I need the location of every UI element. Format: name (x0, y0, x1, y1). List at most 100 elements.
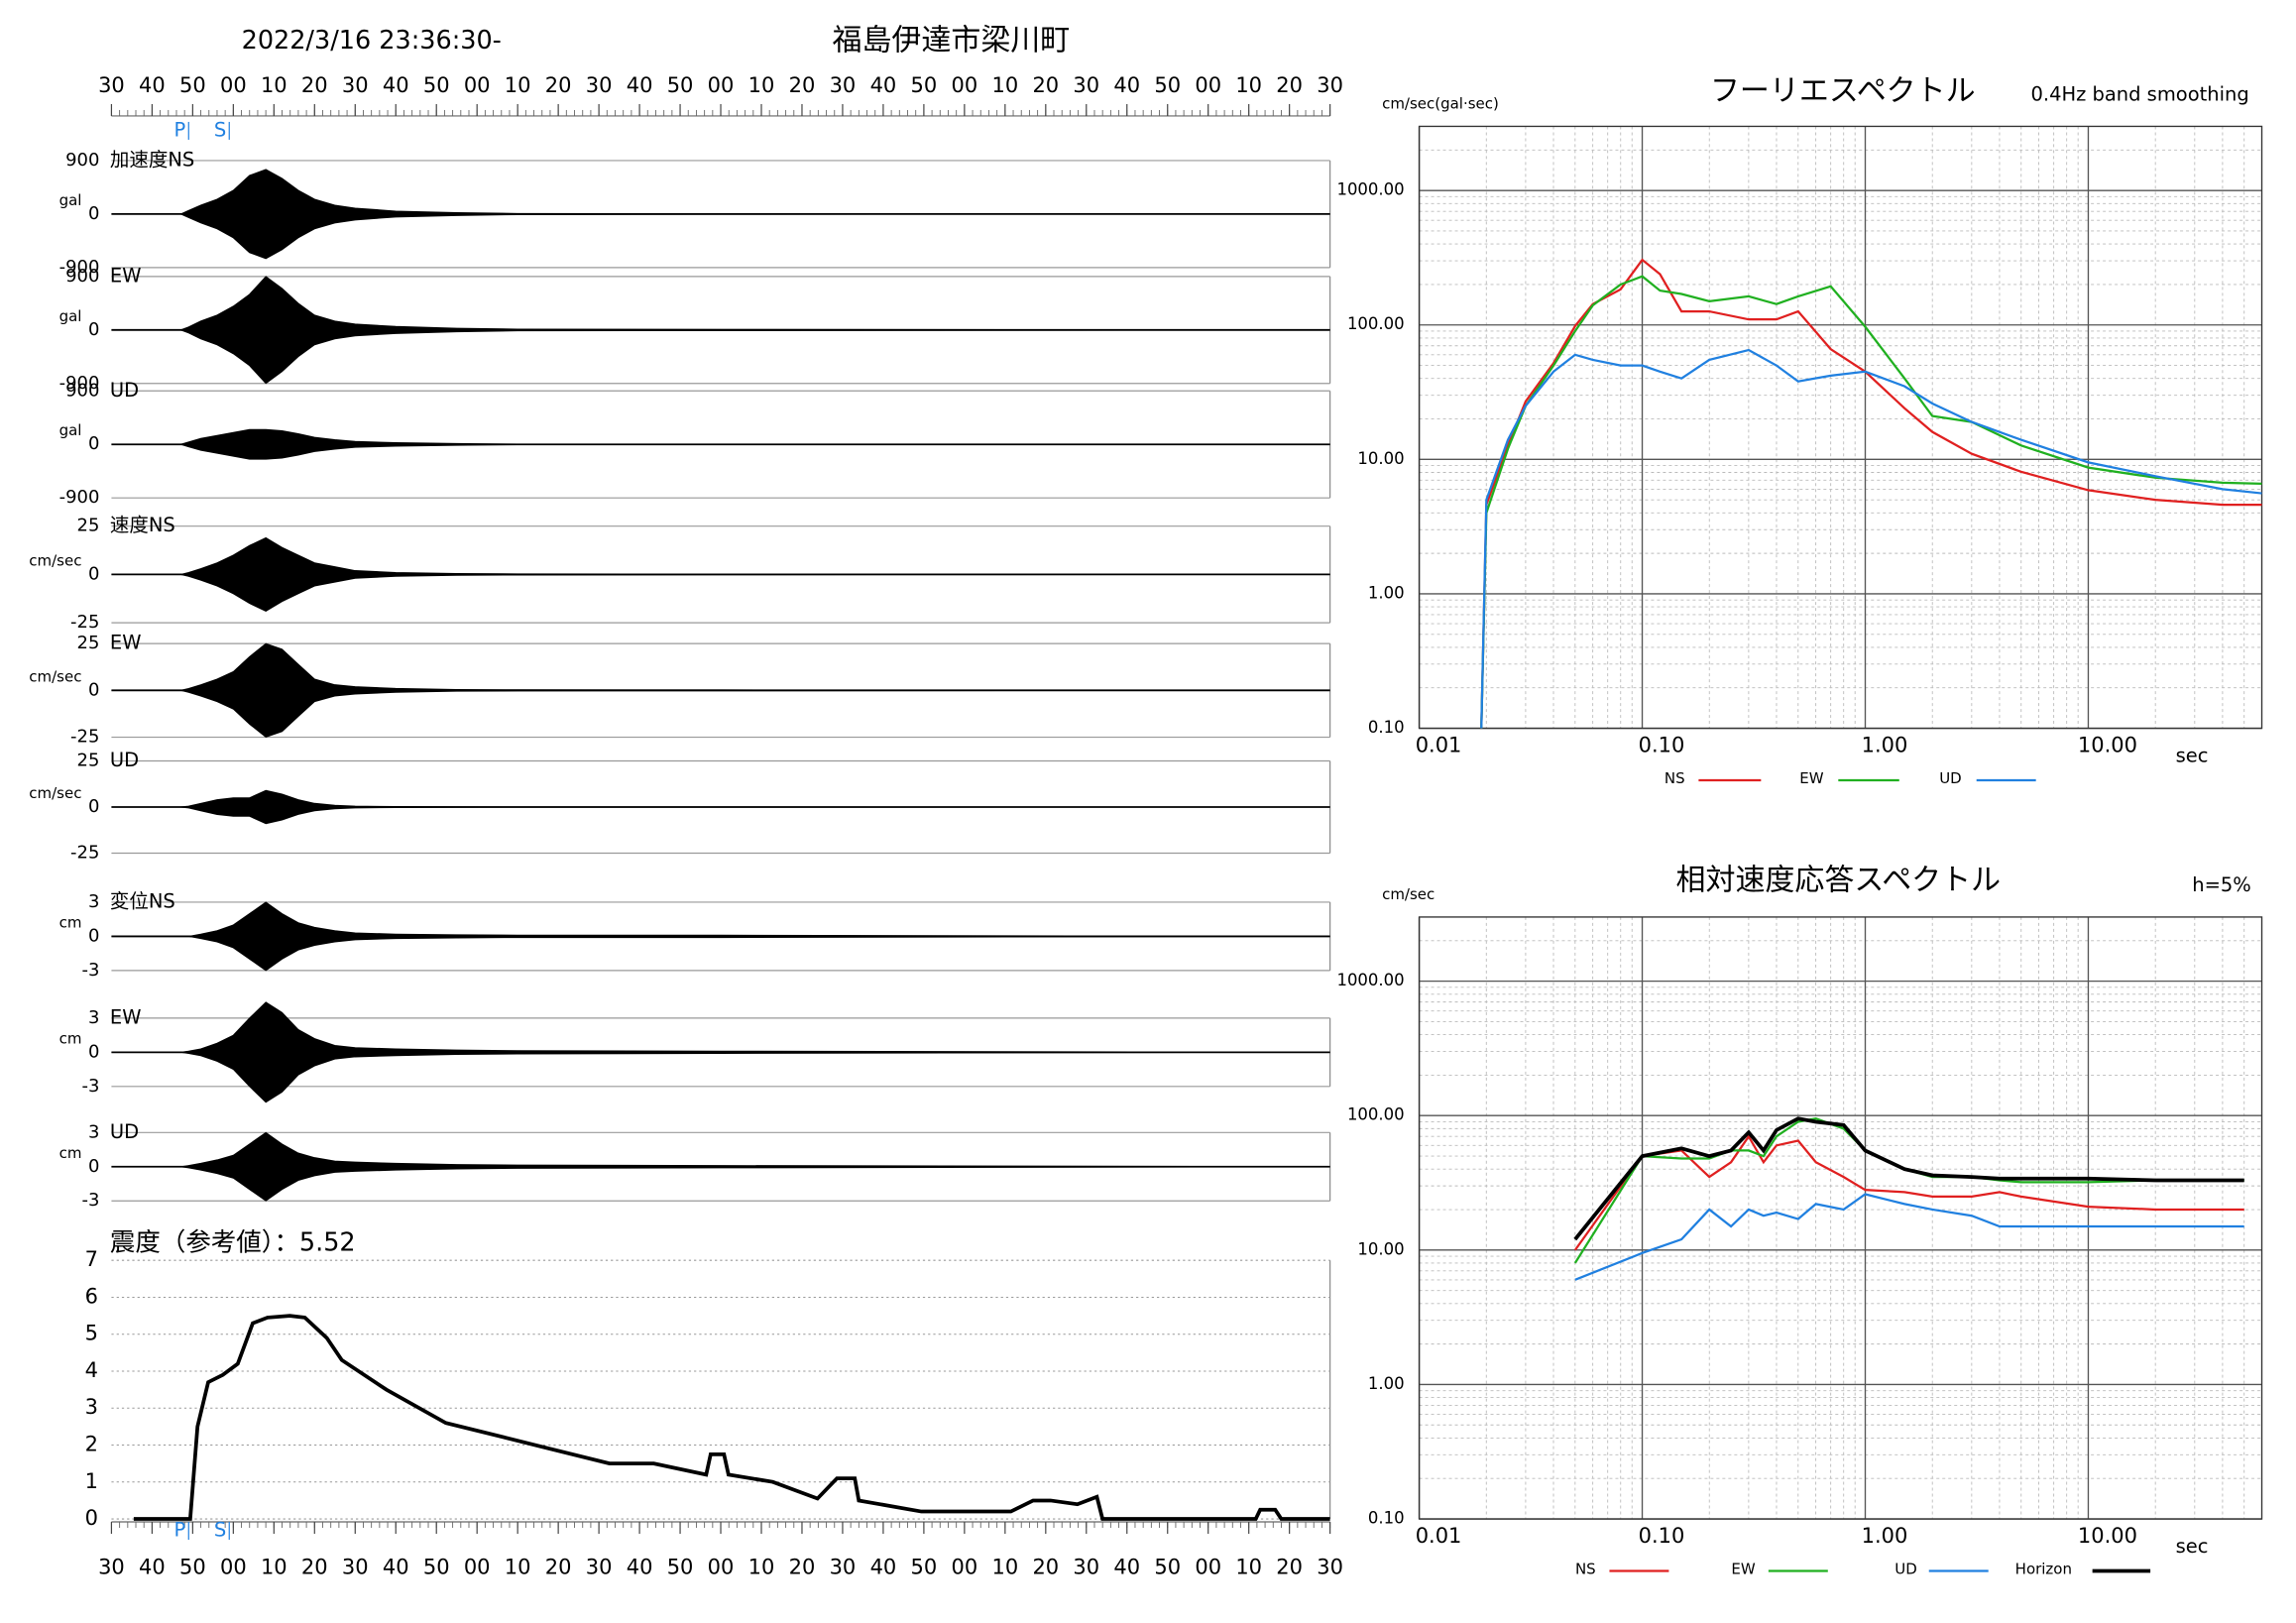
waveform (111, 428, 1330, 460)
panel-label: 加速度NS (110, 148, 194, 171)
x-tick-label: 50 (911, 1556, 938, 1579)
x-tick-label: 0.10 (1639, 734, 1685, 757)
legend-label: EW (1731, 1561, 1755, 1578)
legend-label: EW (1799, 769, 1823, 787)
x-tick-label: 0.10 (1639, 1524, 1685, 1548)
x-tick-label: 30 (1317, 1556, 1343, 1579)
x-tick-label: 50 (423, 73, 450, 97)
spectrum-title: フーリエスペクトル (1710, 73, 1976, 108)
x-tick-label: 40 (383, 1556, 409, 1579)
y-tick-label: -900 (59, 487, 100, 508)
x-tick-label: 20 (789, 73, 816, 97)
y-tick-label: 1000.00 (1336, 180, 1404, 199)
y-tick-label: 6 (85, 1284, 98, 1308)
legend-label: NS (1575, 1561, 1596, 1578)
x-tick-label: 00 (220, 73, 247, 97)
unit-label: cm (59, 913, 82, 931)
x-tick-label: 20 (545, 73, 572, 97)
x-tick-label: 30 (830, 1556, 857, 1579)
unit-label: cm/sec (29, 784, 81, 802)
x-tick-label: 30 (586, 1556, 613, 1579)
waveform (111, 536, 1330, 612)
x-tick-label: 1.00 (1862, 1524, 1908, 1548)
x-tick-label: 10 (505, 1556, 531, 1579)
y-tick-label: 0 (88, 563, 99, 584)
x-tick-label: 50 (667, 73, 694, 97)
y-tick-label: 3 (88, 1007, 99, 1028)
y-tick-label: 1000.00 (1336, 971, 1404, 989)
intensity-title: 震度（参考値）：5.52 (110, 1228, 356, 1258)
y-tick-label: 1.00 (1368, 1374, 1405, 1393)
x-tick-label: 00 (1195, 73, 1221, 97)
x-tick-label: 30 (830, 73, 857, 97)
x-tick-label: 30 (1073, 1556, 1099, 1579)
y-tick-label: 0.10 (1368, 1509, 1405, 1528)
y-tick-label: 100.00 (1347, 1105, 1405, 1124)
y-tick-label: -3 (82, 960, 100, 981)
y-tick-label: 0 (88, 433, 99, 454)
y-tick-label: -3 (82, 1076, 100, 1097)
y-tick-label: 0 (88, 796, 99, 817)
waveform (111, 1001, 1330, 1103)
plot-frame (1418, 916, 2263, 1520)
x-tick-label: 10.00 (2078, 734, 2137, 757)
waveform (111, 276, 1330, 385)
panel-label: UD (110, 749, 139, 771)
legend-label: Horizon (2015, 1561, 2072, 1578)
x-tick-label: 1.00 (1862, 734, 1908, 757)
x-tick-label: 40 (627, 1556, 653, 1579)
y-tick-label: 25 (77, 751, 100, 771)
y-tick-label: 7 (85, 1247, 98, 1271)
panel-label: EW (110, 1005, 142, 1028)
panel-label: 速度NS (110, 514, 175, 536)
x-tick-label: 10 (991, 73, 1018, 97)
y-tick-label: 3 (88, 1121, 99, 1142)
spectrum-line (1574, 1193, 2244, 1281)
x-tick-label: 50 (1154, 1556, 1181, 1579)
panel-label: UD (110, 379, 139, 402)
x-tick-label: 20 (301, 73, 328, 97)
x-tick-label: 20 (1276, 73, 1303, 97)
x-tick-label: 0.01 (1416, 1524, 1462, 1548)
intensity-line (133, 1314, 1330, 1521)
panel-label: UD (110, 1120, 139, 1143)
y-tick-label: 900 (65, 266, 99, 287)
unit-label: gal (59, 421, 82, 439)
y-tick-label: 0 (88, 1041, 99, 1062)
y-tick-label: -25 (70, 612, 99, 633)
y-tick-label: 1 (85, 1469, 98, 1493)
unit-label: cm/sec (29, 551, 81, 569)
x-tick-label: 40 (870, 73, 897, 97)
y-tick-label: 0 (88, 319, 99, 340)
x-tick-label: 40 (139, 73, 166, 97)
record-time: 2022/3/16 23:36:30- (242, 26, 502, 56)
x-tick-label: 30 (98, 1556, 125, 1579)
spectrum-line (1480, 258, 2262, 729)
x-tick-label: 50 (179, 1556, 206, 1579)
y-tick-label: 25 (77, 516, 100, 536)
legend-label: UD (1939, 769, 1962, 787)
x-tick-label: 50 (423, 1556, 450, 1579)
x-tick-label: 40 (627, 73, 653, 97)
x-tick-label: 50 (179, 73, 206, 97)
y-tick-label: 0 (88, 203, 99, 224)
phase-label: S (214, 118, 226, 141)
spectrum-line (1573, 1134, 2244, 1251)
y-tick-label: -25 (70, 842, 99, 863)
spectrum-line (1480, 348, 2262, 729)
y-tick-label: 100.00 (1347, 314, 1405, 333)
waveform (111, 1131, 1330, 1202)
x-tick-label: 10 (261, 73, 287, 97)
y-tick-label: -3 (82, 1190, 100, 1211)
panel-label: EW (110, 264, 142, 287)
waveform (111, 789, 1330, 825)
x-tick-label: 30 (342, 73, 369, 97)
x-tick-label: 50 (911, 73, 938, 97)
phase-label: P (174, 1519, 186, 1542)
x-tick-label: 40 (1113, 73, 1140, 97)
x-tick-label: 30 (1073, 73, 1099, 97)
x-tick-label: 20 (301, 1556, 328, 1579)
y-tick-label: 10.00 (1357, 1239, 1404, 1258)
